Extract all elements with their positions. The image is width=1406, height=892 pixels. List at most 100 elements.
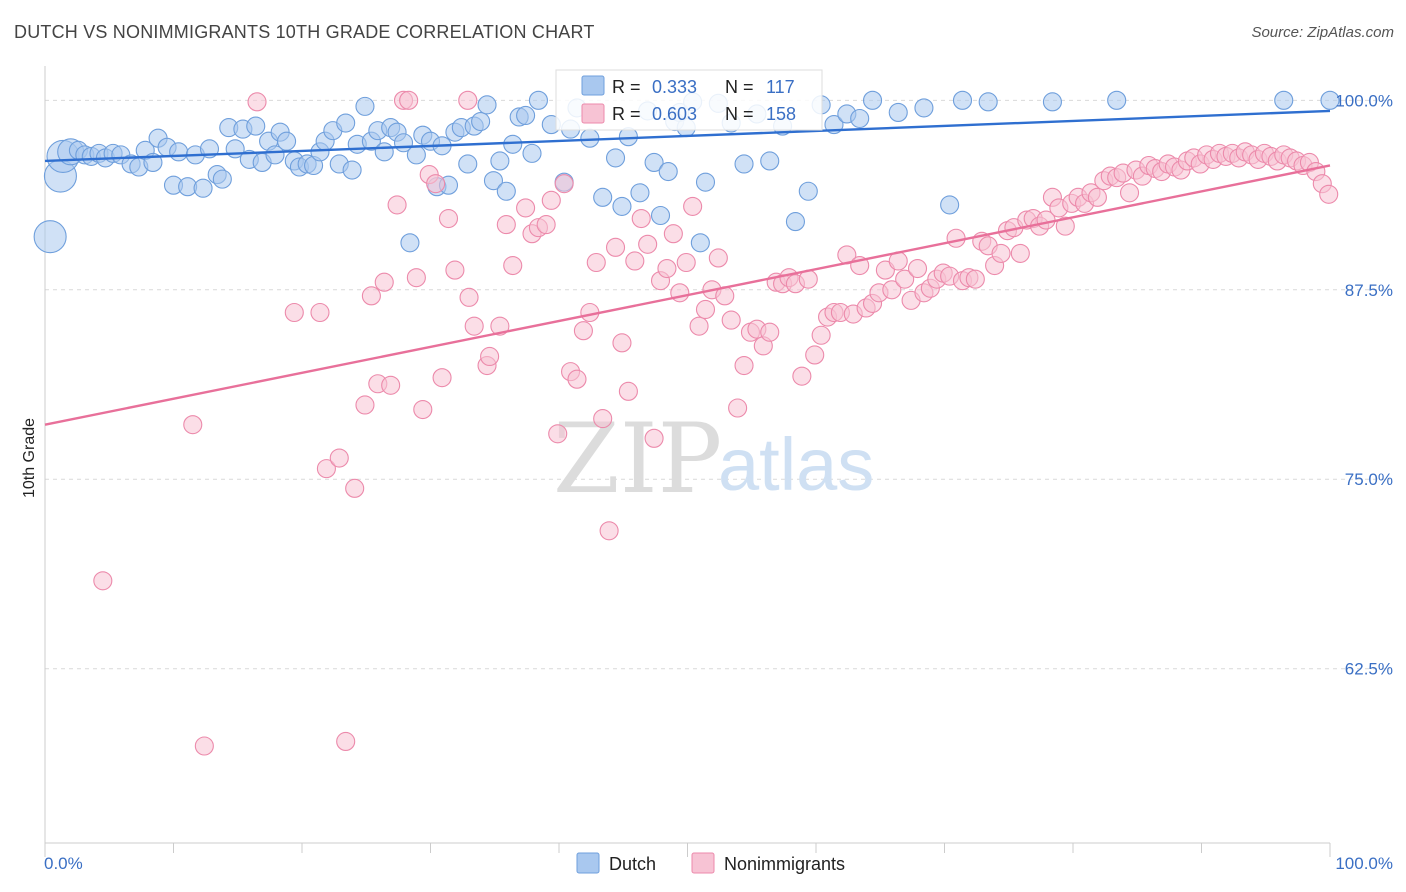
legend-r-value-nonimmigrants: 0.603 [652,104,697,124]
dutch-point-96 [734,154,754,174]
nonimmigrants-point-1 [183,415,203,435]
dutch-point-62 [458,154,478,174]
trend-lines [44,109,1331,426]
nonimmigrants-point-71 [760,322,780,342]
nonimmigrants-point-103 [965,269,985,289]
legend-n-value-nonimmigrants: 158 [766,104,796,124]
nonimmigrants-point-52 [638,234,658,254]
y-tick-labels: 62.5% 75.0% 87.5% 100.0% [1335,91,1393,678]
nonimmigrants-point-127 [1119,183,1140,203]
trend-line-dutch [44,109,1331,163]
nonimmigrants-point-122 [1087,187,1107,207]
nonimmigrants-point-18 [406,268,426,288]
y-tick-label-3: 100.0% [1335,91,1393,110]
y-tick-label-2: 87.5% [1345,281,1393,300]
nonimmigrants-point-27 [464,316,484,336]
dutch-point-78 [580,128,600,148]
dutch-point-73 [528,90,548,110]
dutch-point-49 [374,142,394,162]
nonimmigrants-point-21 [426,174,446,194]
bottom-legend: Dutch Nonimmigrants [576,852,845,874]
dutch-point-107 [888,102,908,122]
watermark-atlas: atlas [718,423,874,506]
dutch-point-66 [483,171,504,191]
nonimmigrants-point-56 [663,224,683,244]
dutch-point-93 [695,172,716,192]
dutch-point-29 [246,116,266,136]
nonimmigrants-point-48 [612,333,632,353]
dutch-point-87 [658,162,678,182]
x-tick-label-0: 0.0% [44,854,83,873]
nonimmigrants-point-58 [676,252,696,273]
y-tick-label-0: 62.5% [1345,660,1393,679]
nonimmigrants-point-4 [284,302,304,323]
nonimmigrants-point-107 [991,243,1011,263]
nonimmigrants-point-90 [882,280,902,300]
nonimmigrants-point-26 [459,287,479,307]
bottom-legend-label-dutch: Dutch [609,854,656,874]
nonimmigrants-point-19 [413,399,433,420]
dutch-point-112 [1042,92,1062,112]
nonimmigrants-point-9 [345,478,365,498]
nonimmigrants-point-11 [361,286,381,306]
nonimmigrants-point-7 [329,448,349,468]
nonimmigrants-point-67 [734,356,754,376]
nonimmigrants-point-31 [496,215,516,235]
dutch-point-115 [1320,90,1340,110]
nonimmigrants-point-50 [625,251,645,271]
watermark-zip: ZIP [553,403,722,515]
nonimmigrants-point-32 [503,255,523,276]
chart-title: DUTCH VS NONIMMIGRANTS 10TH GRADE CORREL… [14,22,595,42]
nonimmigrants-point-42 [573,321,593,341]
watermark: ZIP atlas [553,403,874,515]
legend-n-value-dutch: 117 [766,77,795,97]
nonimmigrants-point-45 [593,409,613,429]
nonimmigrants-point-47 [605,237,626,257]
nonimmigrants-point-60 [689,316,709,336]
nonimmigrants-point-158 [1319,184,1339,204]
dutch-point-72 [522,143,542,163]
nonimmigrants-point-6 [316,459,336,479]
nonimmigrants-point-17 [399,90,419,110]
nonimmigrants-point-37 [541,190,561,210]
nonimmigrants-point-23 [438,208,459,229]
dutch-point-32 [265,145,285,165]
y-tick-label-1: 75.0% [1345,470,1393,489]
nonimmigrants-point-29 [480,346,500,367]
legend-r-label-nonimmigrants: R = [612,104,641,124]
dutch-point-0 [33,220,67,254]
legend-n-label-nonimmigrants: N = [725,104,754,124]
dutch-point-53 [400,233,420,253]
nonimmigrants-point-117 [1055,216,1075,236]
dutch-point-21 [193,178,213,198]
trend-line-nonimmigrants [44,164,1331,426]
nonimmigrants-point-41 [567,369,587,389]
source-label: Source: ZipAtlas.com [1251,24,1394,41]
dutch-point-24 [212,169,232,189]
legend-swatch-nonimmigrants [581,103,605,124]
nonimmigrants-point-55 [657,259,677,279]
bottom-legend-swatch-nonimmigrants [691,852,715,874]
nonimmigrants-point-5 [310,302,330,323]
nonimmigrants-point-36 [536,215,556,235]
nonimmigrants-point-63 [708,248,728,268]
nonimmigrants-point-10 [355,395,375,415]
dutch-point-81 [612,196,632,216]
nonimmigrants-point-25 [458,90,478,110]
nonimmigrants-point-30 [490,316,510,336]
legend-r-value-dutch: 0.333 [652,77,697,97]
dutch-point-44 [342,160,362,180]
dutch-point-113 [1107,90,1127,110]
nonimmigrants-point-24 [445,260,465,280]
nonimmigrants-point-100 [946,228,966,248]
x-tick-label-1: 100.0% [1335,854,1393,873]
nonimmigrants-point-46 [599,521,619,541]
dutch-point-98 [760,151,780,171]
nonimmigrants-point-2 [194,736,214,756]
dutch-point-18 [169,142,189,162]
dutch-point-83 [630,183,650,203]
dutch-point-71 [516,105,536,126]
legend-n-label-dutch: N = [725,77,754,97]
nonimmigrants-point-22 [432,368,452,388]
